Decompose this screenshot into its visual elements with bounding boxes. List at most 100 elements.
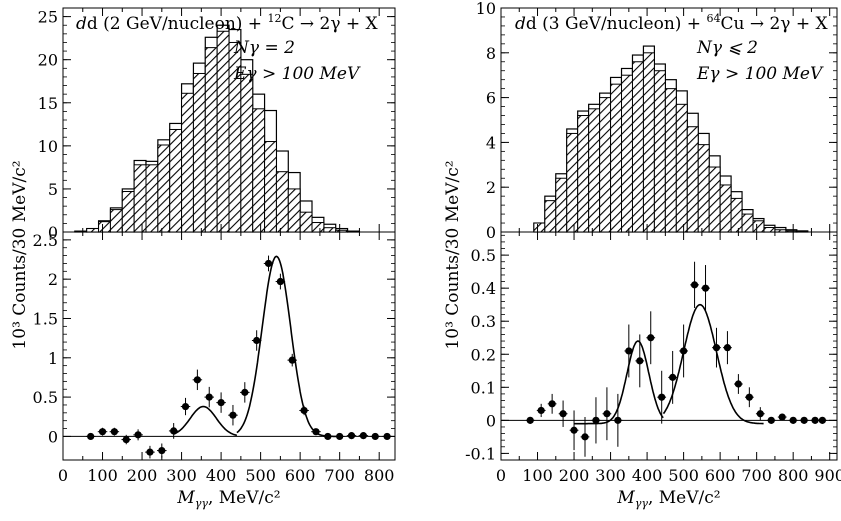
right-bottom-ytick-label: 0: [486, 411, 496, 430]
right-bottom-xtick-label: 800: [778, 466, 809, 485]
right-bottom-xtick-label: 900: [814, 466, 841, 485]
right-bottom-data-point: [745, 393, 753, 401]
left-bottom-xtick-label: 700: [324, 466, 355, 485]
left-bottom-fit-curve: [173, 405, 237, 437]
left-bottom-xtick-label: 800: [364, 466, 395, 485]
left-top-panel: 0 5 10 15 20 25 dd (2 GeV/nucleon) + 12C → 2γ…: [38, 7, 396, 242]
left-bottom-fit-curve: [236, 255, 340, 438]
right-top-bar-hatched: [533, 222, 546, 233]
right-bottom-data-point: [603, 410, 611, 418]
right-top-ytick-label: 2: [486, 178, 496, 197]
left-top-histogram: [74, 24, 361, 233]
left-bottom-data-point: [336, 432, 344, 441]
left-bottom-data-point: [158, 446, 166, 455]
right-y-axis-label: 10³ Counts/30 MeV/c²: [443, 160, 463, 349]
left-y-axis-label: 10³ Counts/30 MeV/c²: [10, 160, 30, 349]
left-top-ytick-label: 10: [38, 137, 58, 156]
right-top-bar-hatched: [621, 74, 633, 233]
left-top-ytick-label: 0: [48, 223, 58, 242]
left-top-ytick-label: 5: [48, 180, 58, 199]
left-top-ytick-label: 20: [38, 51, 58, 70]
right-bottom-xtick-label: 100: [522, 466, 553, 485]
right-bottom-panel: -0.100.10.20.30.40.50 100 200 300 400 500 600 7…: [465, 231, 841, 485]
left-bottom-panel: 0 0.5 1 1.5 2 2.5 0 100 200 300 400 500 600 700 800: [33, 231, 396, 485]
left-top-bar-hatched: [299, 211, 313, 233]
right-top-ytick-label: 4: [486, 133, 496, 152]
right-bottom-points: [501, 261, 837, 457]
right-bottom-data-point: [800, 416, 808, 424]
right-bottom-data-point: [701, 284, 710, 292]
left-bottom-data-point: [146, 448, 154, 456]
right-top-bar-hatched: [730, 197, 743, 233]
right-bottom-ytick-label: 0.2: [471, 345, 496, 364]
left-bottom-data-point: [193, 376, 201, 384]
right-bottom-data-point: [669, 373, 677, 381]
left-bottom-data-point: [288, 356, 296, 364]
right-bottom-data-point: [526, 416, 534, 424]
right-bottom-xtick-label: 400: [632, 466, 663, 485]
left-bottom-xtick-label: 100: [87, 466, 118, 485]
right-top-bar-hatched: [675, 103, 688, 233]
left-bottom-data-point: [347, 432, 356, 440]
left-bottom-xtick-label: 400: [206, 466, 237, 485]
left-top-bar-hatched: [121, 191, 135, 233]
left-top-bar-hatched: [252, 108, 266, 233]
right-bottom-data-point: [723, 344, 732, 352]
right-top-bar-hatched: [664, 88, 677, 233]
right-top-bar-hatched: [566, 132, 579, 233]
left-top-bar-hatched: [323, 227, 337, 233]
right-top-histogram: [533, 45, 809, 233]
right-bottom-frame: [500, 231, 838, 461]
left-bottom-data-point: [359, 432, 367, 440]
right-top-bar-hatched: [544, 200, 557, 233]
left-bottom-frame: [62, 231, 396, 461]
left-top-bar-hatched: [169, 128, 183, 233]
right-bottom-data-point: [614, 416, 622, 424]
left-top-annotation-ngamma: Nγ = 2: [233, 38, 295, 58]
right-bottom-data-point: [537, 406, 545, 415]
right-bottom-ytick-label: 0.5: [471, 246, 496, 265]
left-top-bar-hatched: [133, 164, 147, 233]
right-bottom-data-point: [636, 357, 644, 365]
left-top-bar-hatched: [181, 92, 194, 233]
left-bottom-data-point: [253, 336, 261, 345]
left-top-bar-hatched: [98, 221, 111, 233]
right-bottom-data-point: [789, 416, 797, 424]
right-bottom-data-point: [625, 347, 633, 355]
right-bottom-fit-curve: [574, 340, 664, 425]
left-top-title: dd (2 GeV/nucleon) + 12C → 2γ + X: [76, 12, 379, 34]
right-top-bar-hatched: [588, 108, 601, 233]
left-bottom-axis: 0 0.5 1 1.5 2 2.5 0 100 200 300 400 500 600 700 800: [33, 231, 395, 485]
left-bottom-data-point: [371, 432, 379, 441]
left-top-bar-hatched: [275, 171, 289, 233]
right-top-bar-hatched: [741, 213, 754, 233]
left-bottom-ytick-label: 1: [48, 349, 58, 368]
left-top-bar-hatched: [240, 73, 254, 233]
right-top-bar-hatched: [642, 52, 655, 233]
right-top-bar-hatched: [697, 144, 710, 233]
left-bottom-data-point: [264, 259, 273, 268]
left-top-bar-hatched: [157, 144, 171, 233]
left-bottom-data-point: [134, 431, 142, 439]
right-bottom-data-point: [559, 410, 567, 418]
left-bottom-data-point: [98, 428, 107, 436]
right-bottom-xtick-label: 500: [668, 466, 699, 485]
left-bottom-data-point: [181, 402, 190, 411]
right-bottom-xtick-label: 300: [595, 466, 626, 485]
right-bottom-fit-curve: [662, 303, 764, 425]
left-bottom-data-point: [300, 406, 308, 415]
right-bottom-data-point: [712, 344, 721, 352]
right-top-bar-hatched: [631, 61, 644, 233]
left-top-bar-hatched: [192, 72, 206, 233]
right-bottom-data-point: [647, 334, 655, 342]
left-bottom-xtick-label: 0: [58, 466, 68, 485]
left-bottom-data-point: [241, 388, 249, 396]
right-top-ytick-label: 8: [486, 44, 496, 63]
left-top-bar-hatched: [86, 228, 100, 233]
right-top-bar-hatched: [719, 184, 732, 233]
right-top-bar-hatched: [752, 220, 765, 233]
right-top-ytick-label: 0: [486, 223, 496, 242]
left-bottom-data-point: [87, 432, 95, 441]
right-bottom-data-point: [548, 400, 556, 408]
right-bottom-data-point: [690, 281, 699, 289]
